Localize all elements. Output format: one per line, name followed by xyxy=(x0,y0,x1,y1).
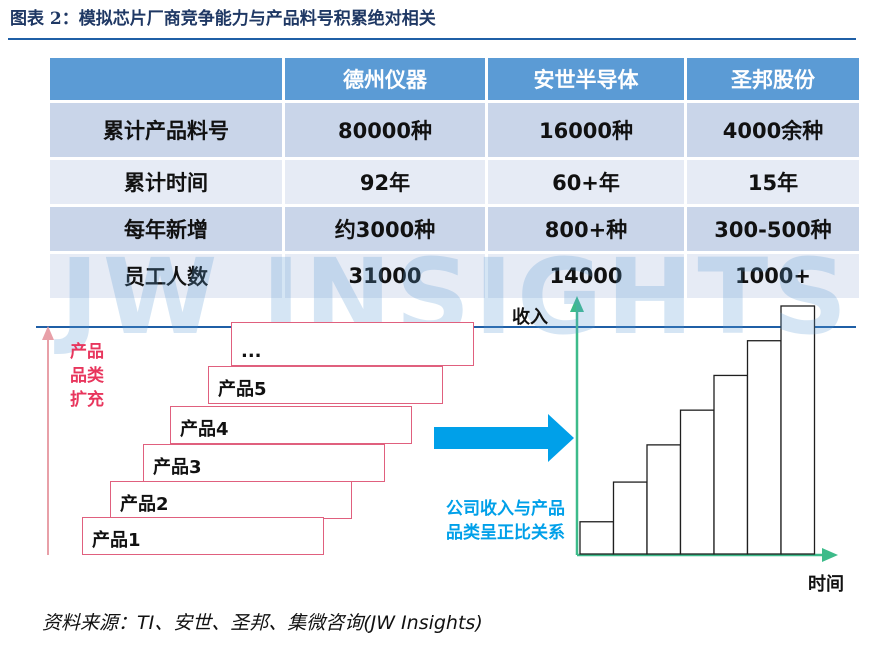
table-cell: 300-500种 xyxy=(687,207,859,251)
expand-axis-arrowhead xyxy=(42,326,54,340)
product-label: 产品2 xyxy=(120,494,169,515)
table-cell: 16000种 xyxy=(488,103,684,157)
table-cell: 约3000种 xyxy=(285,207,485,251)
table-row: 员工人数 31000 14000 1000+ xyxy=(50,254,859,298)
product-label: 产品3 xyxy=(153,457,202,478)
table-cell: 80000种 xyxy=(285,103,485,157)
comparison-table: 德州仪器 安世半导体 圣邦股份 累计产品料号 80000种 16000种 400… xyxy=(47,55,862,301)
table-header-row: 德州仪器 安世半导体 圣邦股份 xyxy=(50,58,859,100)
revenue-bar-5 xyxy=(713,374,749,555)
table-cell: 31000 xyxy=(285,254,485,298)
revenue-bar-2 xyxy=(612,481,648,555)
product-step-6: ... xyxy=(231,322,474,366)
y-axis-label: 收入 xyxy=(512,307,548,328)
product-step-3: 产品3 xyxy=(143,444,385,482)
y-axis-arrowhead xyxy=(570,296,584,312)
figure-title: 图表 2：模拟芯片厂商竞争能力与产品料号积累绝对相关 xyxy=(10,9,436,29)
header-cell-ti: 德州仪器 xyxy=(285,58,485,100)
table-cell: 1000+ xyxy=(687,254,859,298)
table-row: 累计产品料号 80000种 16000种 4000余种 xyxy=(50,103,859,157)
source-note: 资料来源：TI、安世、圣邦、集微咨询(JW Insights) xyxy=(42,612,483,634)
revenue-bar-7 xyxy=(780,305,816,555)
transition-arrow-icon xyxy=(434,414,574,462)
product-step-1: 产品1 xyxy=(82,517,324,555)
revenue-bar-4 xyxy=(679,409,715,555)
header-cell-blank xyxy=(50,58,282,100)
table-cell: 4000余种 xyxy=(687,103,859,157)
row-label: 员工人数 xyxy=(50,254,282,298)
table-cell: 14000 xyxy=(488,254,684,298)
product-label: 产品1 xyxy=(92,530,141,551)
table-row: 累计时间 92年 60+年 15年 xyxy=(50,160,859,204)
expand-axis-label: 产品品类扩充 xyxy=(70,342,104,410)
product-label: 产品5 xyxy=(218,379,267,400)
header-cell-sgmicro: 圣邦股份 xyxy=(687,58,859,100)
product-step-5: 产品5 xyxy=(208,366,443,404)
row-label: 累计时间 xyxy=(50,160,282,204)
table-row: 每年新增 约3000种 800+种 300-500种 xyxy=(50,207,859,251)
product-label: ... xyxy=(241,341,262,362)
product-label: 产品4 xyxy=(180,419,229,440)
row-label: 每年新增 xyxy=(50,207,282,251)
relation-label: 公司收入与产品品类呈正比关系 xyxy=(446,499,565,543)
x-axis-label: 时间 xyxy=(808,574,844,595)
table-cell: 15年 xyxy=(687,160,859,204)
product-step-2: 产品2 xyxy=(110,481,352,519)
table-cell: 800+种 xyxy=(488,207,684,251)
revenue-bar-1 xyxy=(579,521,615,555)
row-label: 累计产品料号 xyxy=(50,103,282,157)
product-step-4: 产品4 xyxy=(170,406,412,444)
title-rule xyxy=(8,38,856,40)
revenue-bar-6 xyxy=(746,340,782,555)
x-axis-arrowhead xyxy=(822,548,838,562)
revenue-bar-3 xyxy=(646,444,682,555)
table-cell: 60+年 xyxy=(488,160,684,204)
table-cell: 92年 xyxy=(285,160,485,204)
header-cell-nexperia: 安世半导体 xyxy=(488,58,684,100)
